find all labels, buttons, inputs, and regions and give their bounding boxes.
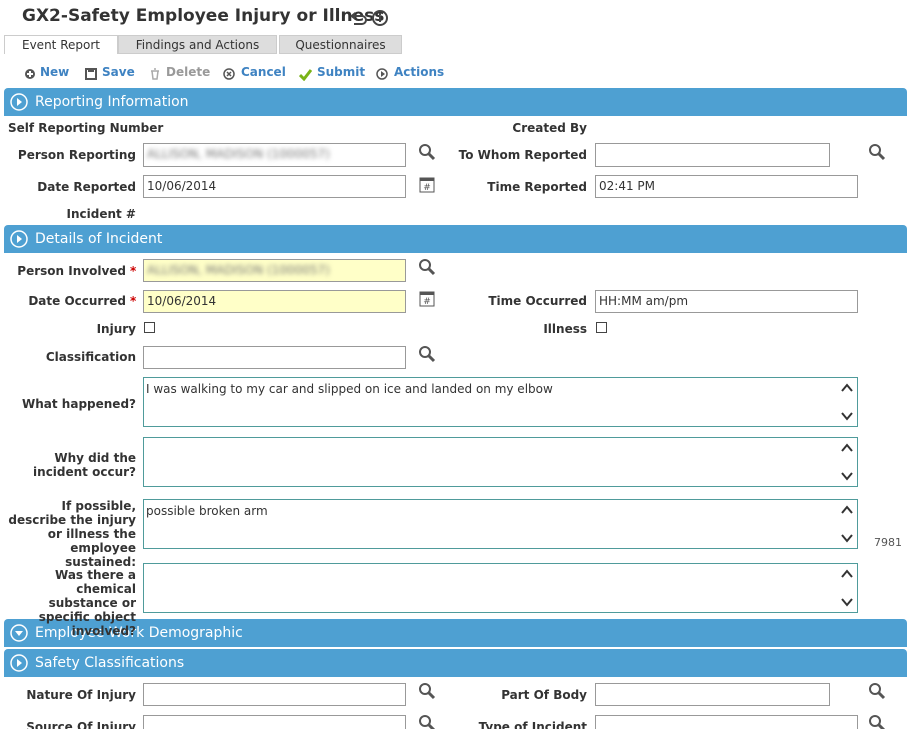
input-value: ALLISON, MADISON (1000057)	[147, 263, 330, 277]
field-label: Self Reporting Number	[8, 121, 164, 135]
text-input[interactable]	[595, 715, 858, 729]
input-value: 10/06/2014	[147, 179, 217, 193]
scroll-arrows[interactable]	[840, 504, 854, 544]
field-label: Incident #	[66, 207, 136, 221]
section-title: Safety Classifications	[35, 655, 185, 671]
field-label: To Whom Reported	[458, 148, 587, 162]
field-label: Was there a chemical substance or specif…	[38, 568, 136, 638]
field-label: Time Reported	[487, 180, 587, 194]
tab[interactable]: Questionnaires	[279, 35, 402, 54]
field-label: Source Of Injury	[26, 720, 136, 729]
field-label: What happened?	[22, 397, 136, 411]
search-icon[interactable]	[418, 258, 436, 276]
svg-text:#: #	[423, 183, 431, 193]
field-label: Why did the incident occur?	[33, 451, 136, 479]
toolbar-button[interactable]: Actions	[394, 65, 445, 79]
field-label: Time Occurred	[488, 294, 587, 308]
tab[interactable]: Findings and Actions	[118, 35, 277, 54]
field-label: Date Reported	[37, 180, 136, 194]
field-label: If possible, describe the injury or illn…	[8, 499, 136, 569]
toolbar-icon[interactable]	[85, 66, 98, 80]
text-input[interactable]: 10/06/2014	[143, 175, 406, 198]
text-area-value: possible broken arm	[146, 504, 268, 518]
input-value: 02:41 PM	[599, 179, 655, 193]
required-mark: *	[130, 294, 137, 308]
search-icon[interactable]	[868, 714, 886, 729]
toolbar-button[interactable]: Cancel	[241, 65, 286, 79]
calendar-icon[interactable]: #	[419, 289, 435, 307]
input-value: 10/06/2014	[147, 294, 217, 308]
text-input[interactable]	[143, 715, 406, 729]
toolbar-button[interactable]: New	[40, 65, 70, 79]
field-label: Type of Incident	[478, 720, 587, 729]
text-area-value: I was walking to my car and slipped on i…	[146, 382, 553, 396]
section-title: Reporting Information	[35, 94, 189, 110]
text-input[interactable]	[143, 683, 406, 706]
search-icon[interactable]	[418, 682, 436, 700]
field-label: Nature Of Injury	[26, 688, 136, 702]
field-label: Injury	[96, 322, 136, 336]
char-counter: 7981	[874, 536, 902, 549]
section-toggle[interactable]	[10, 654, 28, 672]
text-input[interactable]: 10/06/2014	[143, 290, 406, 313]
field-label: Part Of Body	[501, 688, 587, 702]
text-area[interactable]	[143, 563, 858, 613]
text-input[interactable]: 02:41 PM	[595, 175, 858, 198]
tab[interactable]: Event Report	[4, 35, 118, 54]
text-input[interactable]	[143, 346, 406, 369]
toolbar-icon[interactable]	[149, 66, 162, 80]
text-area[interactable]: I was walking to my car and slipped on i…	[143, 377, 858, 427]
section-header[interactable]: Reporting Information	[4, 88, 907, 116]
field-label: Person Involved	[17, 264, 126, 278]
section-toggle[interactable]	[10, 230, 28, 248]
section-title: Employee Work Demographic	[35, 625, 243, 641]
text-input[interactable]: ALLISON, MADISON (1000057)	[143, 143, 406, 167]
field-label: Date Occurred	[28, 294, 126, 308]
title-icons	[350, 10, 388, 26]
checkbox[interactable]	[144, 322, 155, 333]
search-icon[interactable]	[868, 682, 886, 700]
toolbar-icon[interactable]	[376, 66, 389, 80]
scroll-arrows[interactable]	[840, 442, 854, 482]
search-icon[interactable]	[418, 345, 436, 363]
page-title: GX2-Safety Employee Injury or Illness	[22, 6, 385, 26]
field-label: Person Reporting	[17, 148, 136, 162]
text-input[interactable]	[595, 143, 830, 167]
toolbar-icon[interactable]	[223, 66, 236, 80]
text-area[interactable]	[143, 437, 858, 487]
text-input[interactable]	[595, 683, 830, 706]
toolbar-button[interactable]: Submit	[317, 65, 366, 79]
scroll-arrows[interactable]	[840, 382, 854, 422]
toolbar-button[interactable]: Save	[102, 65, 135, 79]
field-label: Created By	[512, 121, 587, 135]
input-value: ALLISON, MADISON (1000057)	[147, 147, 330, 161]
text-input[interactable]: HH:MM am/pm	[595, 290, 858, 313]
scroll-arrows[interactable]	[840, 568, 854, 608]
required-mark: *	[130, 264, 137, 278]
toolbar-icon[interactable]	[24, 66, 37, 79]
section-header[interactable]: Safety Classifications	[4, 649, 907, 677]
calendar-icon[interactable]: #	[419, 175, 435, 193]
text-input[interactable]: ALLISON, MADISON (1000057)	[143, 259, 406, 282]
section-header[interactable]: Details of Incident	[4, 225, 907, 253]
toolbar-button[interactable]: Delete	[166, 65, 211, 79]
section-toggle[interactable]	[10, 93, 28, 111]
search-icon[interactable]	[418, 143, 436, 161]
toolbar-icon[interactable]	[298, 66, 313, 82]
checkbox[interactable]	[596, 322, 607, 333]
search-icon[interactable]	[418, 714, 436, 729]
search-icon[interactable]	[868, 143, 886, 161]
field-label: Illness	[543, 322, 587, 336]
section-title: Details of Incident	[35, 231, 163, 247]
text-area[interactable]: possible broken arm	[143, 499, 858, 549]
input-value: HH:MM am/pm	[599, 294, 689, 308]
field-label: Classification	[45, 350, 136, 364]
svg-text:#: #	[423, 297, 431, 307]
section-header[interactable]: Employee Work Demographic	[4, 619, 907, 647]
section-toggle[interactable]	[10, 624, 28, 642]
